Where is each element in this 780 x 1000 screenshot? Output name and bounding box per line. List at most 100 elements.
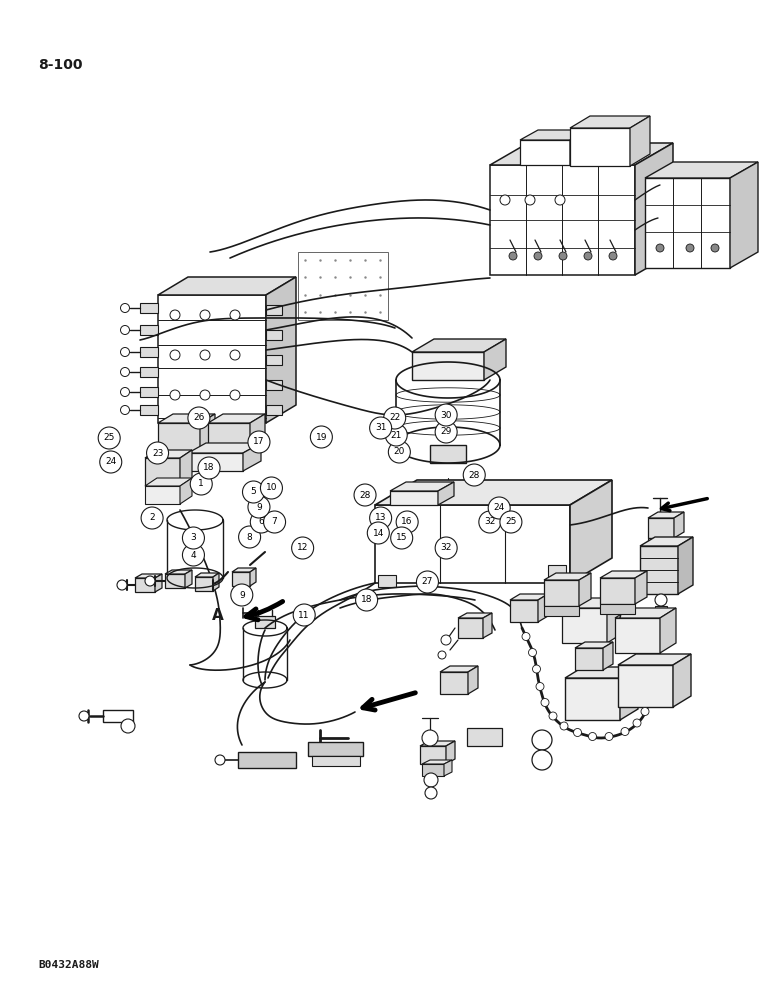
- Polygon shape: [243, 443, 261, 471]
- Polygon shape: [538, 594, 548, 622]
- Circle shape: [536, 682, 544, 690]
- Circle shape: [79, 711, 89, 721]
- Polygon shape: [635, 143, 673, 275]
- Text: 24: 24: [494, 504, 505, 512]
- Bar: [266, 355, 282, 365]
- Bar: [140, 367, 158, 377]
- Text: 4: 4: [190, 550, 197, 560]
- Polygon shape: [510, 594, 548, 600]
- Polygon shape: [412, 352, 484, 380]
- Polygon shape: [678, 537, 693, 594]
- Bar: [266, 330, 282, 340]
- Polygon shape: [544, 580, 579, 606]
- Circle shape: [215, 755, 225, 765]
- Polygon shape: [468, 666, 478, 694]
- Polygon shape: [158, 423, 200, 453]
- Polygon shape: [570, 116, 650, 128]
- Circle shape: [417, 571, 438, 593]
- Bar: [266, 380, 282, 390]
- Text: 1: 1: [198, 480, 204, 488]
- Text: 28: 28: [469, 471, 480, 480]
- Circle shape: [120, 348, 129, 357]
- Circle shape: [425, 787, 437, 799]
- Circle shape: [656, 244, 664, 252]
- Polygon shape: [232, 572, 250, 586]
- Polygon shape: [484, 339, 506, 380]
- Polygon shape: [266, 277, 296, 423]
- Text: 3: 3: [190, 534, 197, 542]
- Polygon shape: [440, 666, 478, 672]
- Bar: [266, 405, 282, 415]
- Polygon shape: [730, 162, 758, 268]
- Circle shape: [559, 252, 567, 260]
- Polygon shape: [458, 613, 492, 618]
- Polygon shape: [208, 423, 250, 453]
- Polygon shape: [188, 453, 243, 471]
- Text: 7: 7: [271, 518, 278, 526]
- Circle shape: [230, 350, 240, 360]
- Polygon shape: [145, 458, 180, 486]
- Polygon shape: [422, 764, 444, 776]
- Polygon shape: [444, 760, 452, 776]
- Polygon shape: [618, 654, 691, 665]
- Text: 6: 6: [258, 518, 264, 526]
- Circle shape: [422, 730, 438, 746]
- Text: 16: 16: [402, 518, 413, 526]
- Polygon shape: [422, 760, 452, 764]
- Text: 31: 31: [375, 424, 386, 432]
- Text: 29: 29: [441, 428, 452, 436]
- Polygon shape: [674, 512, 684, 538]
- Circle shape: [370, 417, 392, 439]
- Circle shape: [141, 507, 163, 529]
- Polygon shape: [635, 571, 647, 604]
- Polygon shape: [620, 667, 638, 720]
- Circle shape: [479, 511, 501, 533]
- Text: 2: 2: [149, 514, 155, 522]
- Circle shape: [367, 522, 389, 544]
- Circle shape: [248, 496, 270, 518]
- Polygon shape: [607, 598, 623, 643]
- Polygon shape: [645, 178, 730, 268]
- Circle shape: [605, 732, 613, 740]
- Polygon shape: [200, 414, 215, 453]
- Polygon shape: [483, 613, 492, 638]
- Text: 9: 9: [256, 502, 262, 512]
- Circle shape: [621, 728, 629, 736]
- Circle shape: [633, 719, 641, 727]
- Circle shape: [560, 722, 568, 730]
- Bar: [266, 305, 282, 315]
- Bar: [140, 303, 158, 313]
- Circle shape: [532, 750, 552, 770]
- Bar: [140, 405, 158, 415]
- Polygon shape: [232, 568, 256, 572]
- Circle shape: [231, 584, 253, 606]
- Polygon shape: [145, 478, 192, 486]
- Circle shape: [435, 421, 457, 443]
- Polygon shape: [570, 130, 588, 165]
- Text: 21: 21: [391, 430, 402, 440]
- Circle shape: [98, 427, 120, 449]
- Circle shape: [711, 244, 719, 252]
- Circle shape: [549, 712, 557, 720]
- Circle shape: [424, 773, 438, 787]
- Bar: [140, 387, 158, 397]
- Bar: [544, 606, 579, 616]
- Polygon shape: [165, 574, 185, 588]
- Circle shape: [120, 367, 129, 376]
- Polygon shape: [648, 518, 674, 538]
- Polygon shape: [603, 642, 613, 670]
- Polygon shape: [185, 570, 192, 588]
- Circle shape: [121, 719, 135, 733]
- Bar: [600, 604, 635, 614]
- Circle shape: [200, 310, 210, 320]
- Circle shape: [555, 195, 565, 205]
- Polygon shape: [420, 746, 446, 764]
- Polygon shape: [648, 512, 684, 518]
- Polygon shape: [575, 648, 603, 670]
- Polygon shape: [375, 480, 612, 505]
- Circle shape: [293, 604, 315, 626]
- Text: A: A: [442, 490, 454, 505]
- Circle shape: [243, 481, 264, 503]
- Polygon shape: [158, 277, 296, 295]
- Text: 24: 24: [105, 458, 116, 466]
